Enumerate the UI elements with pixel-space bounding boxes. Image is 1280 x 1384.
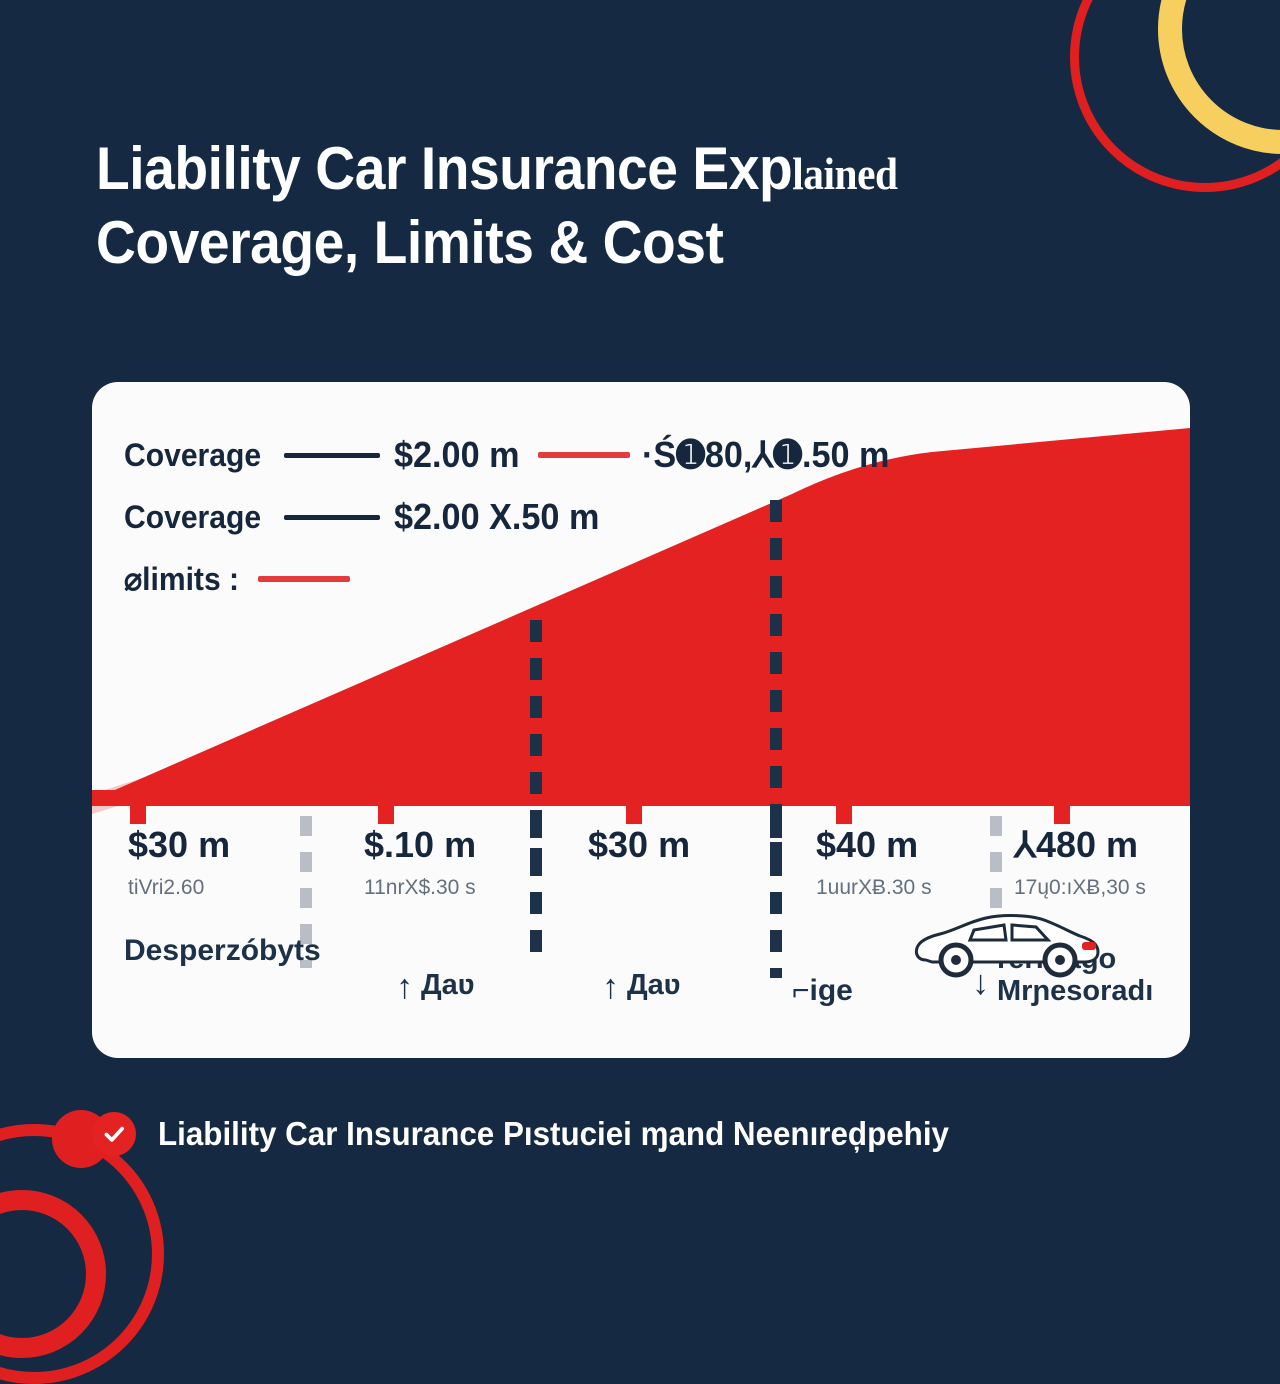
axis-tick-5 — [1054, 790, 1070, 824]
axis-label-5: ⅄480 m 17ų0:ıXɃ,30 s — [1014, 824, 1146, 900]
title-line1-tail: lained — [792, 149, 898, 199]
legend-label-3: ⌀limits : — [124, 561, 240, 597]
legend-label-2: Coverage — [124, 498, 262, 535]
annotation-dispersion: Desperzóbyts — [124, 934, 321, 967]
axis-label-2-value: $.10 m — [364, 824, 477, 865]
check-circle-icon — [92, 1112, 136, 1156]
legend-row-2: Coverage $2.00 X.50 m — [124, 486, 902, 548]
chart-legend: Coverage $2.00 m ·Ś➊80,⅄➊.50 m Coverage … — [124, 424, 902, 610]
axis-label-2: $.10 m 11nrX$.30 s — [364, 824, 476, 900]
guide-line-gray-1 — [300, 816, 312, 968]
legend-swatch-red-1 — [537, 452, 630, 458]
arrow-up-icon-1: ↑ — [396, 968, 413, 1006]
chart-card: Coverage $2.00 m ·Ś➊80,⅄➊.50 m Coverage … — [92, 382, 1190, 1058]
legend-row-3: ⌀limits : — [124, 548, 902, 610]
legend-swatch-red-3 — [258, 576, 351, 582]
annotation-up-2-text: Дaʋ — [627, 969, 681, 1001]
axis-label-4-value: $40 m — [816, 824, 919, 865]
axis-label-3-value: $30 m — [588, 824, 691, 865]
axis-tick-2 — [378, 790, 394, 824]
axis-label-2-sub: 11nrX$.30 s — [364, 876, 476, 899]
legend-label-1: Coverage — [124, 436, 262, 473]
guide-line-dark-3 — [770, 816, 782, 978]
arrow-up-icon-2: ↑ — [602, 968, 619, 1006]
legend-value-1: $2.00 m — [393, 434, 520, 475]
title-line2: Coverage, Limits & Cost — [96, 208, 724, 276]
car-side-icon — [914, 914, 1100, 978]
axis-label-4: $40 m 1uurXɃ.30 s — [816, 824, 932, 900]
guide-line-dark-left — [530, 620, 542, 856]
axis-label-4-sub: 1uurXɃ.30 s — [816, 876, 932, 899]
axis-label-1-value: $30 m — [128, 824, 231, 865]
axis-label-3: $30 m — [588, 824, 690, 876]
decor-arc-red-bottom-left-outer — [0, 1124, 164, 1384]
annotation-up-1: ↑ Дaʋ — [396, 968, 475, 1006]
axis-tick-3 — [626, 790, 642, 824]
legend-row-1: Coverage $2.00 m ·Ś➊80,⅄➊.50 m — [124, 424, 902, 486]
footer-callout: Liability Car Insurance Pıstuciei ɱand N… — [92, 1112, 991, 1156]
legend-value-2: $2.00 X.50 m — [393, 496, 600, 537]
annotation-ige: ⌐ige — [792, 974, 853, 1007]
annotation-up-2: ↑ Дaʋ — [602, 968, 681, 1006]
axis-tick-4 — [836, 790, 852, 824]
ramp-fill — [92, 428, 1190, 800]
footer-text: Liability Car Insurance Pıstuciei ɱand N… — [158, 1115, 949, 1152]
guide-line-dark-2 — [530, 816, 542, 966]
guide-line-gray-2 — [990, 816, 1002, 924]
legend-swatch-dark-2 — [283, 514, 380, 520]
guide-line-dark-right — [770, 500, 782, 856]
axis-tick-1 — [130, 790, 146, 824]
chart-area-ramp — [92, 428, 1190, 814]
axis-label-1-sub: tiVri2.60 — [128, 876, 205, 899]
annotation-down-line2: Mrɲesoradı — [997, 974, 1154, 1007]
page-title: Liability Car Insurance Explained Covera… — [96, 138, 1136, 274]
legend-value-1-secondary: ·Ś➊80,⅄➊.50 m — [641, 434, 890, 475]
arrow-down-icon: ↓ — [972, 964, 989, 1002]
axis-label-5-sub: 17ų0:ıXɃ,30 s — [1014, 876, 1146, 899]
annotation-up-1-text: Дaʋ — [421, 969, 475, 1001]
title-line1-main: Liability Car Insurance Exp — [96, 135, 793, 202]
legend-swatch-dark-1 — [283, 452, 380, 458]
decor-arc-yellow-top-right — [1158, 0, 1280, 154]
axis-label-1: $30 m tiVri2.60 — [128, 824, 230, 900]
decor-arc-red-bottom-left-inner — [0, 1190, 106, 1358]
axis-label-5-value: ⅄480 m — [1014, 824, 1139, 865]
